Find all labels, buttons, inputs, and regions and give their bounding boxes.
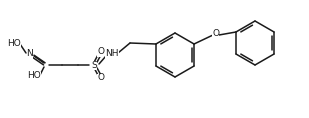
Text: N: N (27, 49, 33, 59)
Text: O: O (98, 48, 104, 57)
Text: HO: HO (7, 38, 21, 48)
Text: HO: HO (27, 72, 41, 80)
Text: S: S (91, 61, 97, 70)
Text: NH: NH (105, 49, 119, 59)
Text: O: O (213, 29, 219, 38)
Text: O: O (98, 74, 104, 82)
